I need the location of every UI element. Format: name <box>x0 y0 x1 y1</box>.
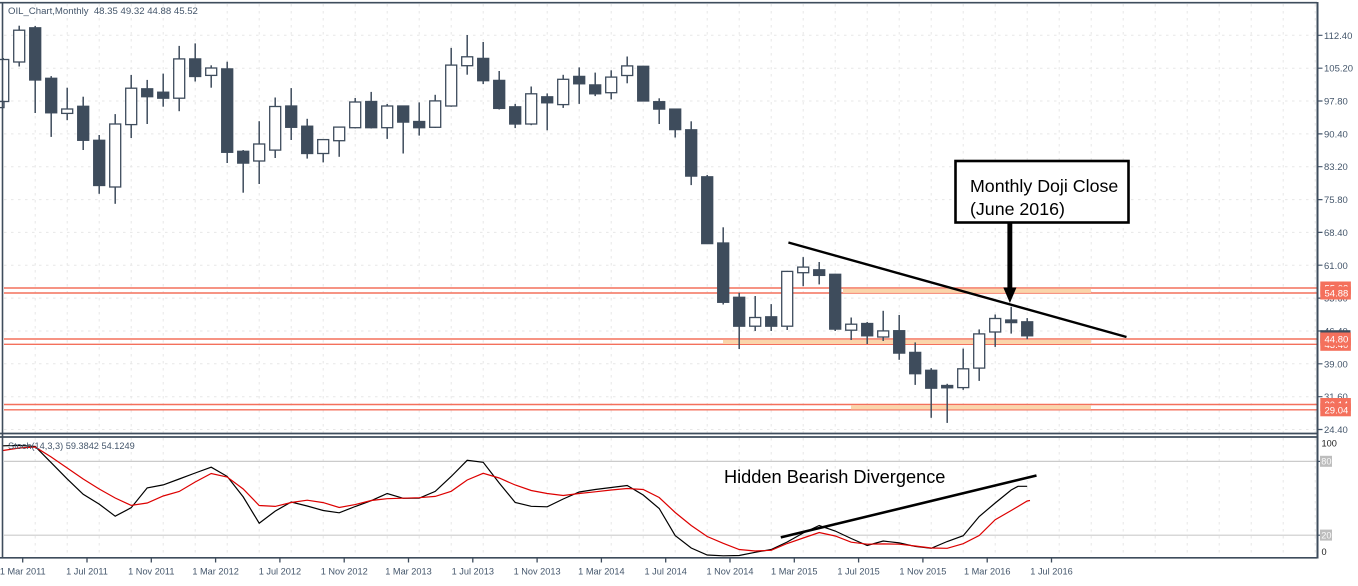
svg-text:1 Jul 2014: 1 Jul 2014 <box>644 567 686 577</box>
svg-text:1 Jul 2013: 1 Jul 2013 <box>452 567 494 577</box>
svg-text:1 Nov 2015: 1 Nov 2015 <box>899 567 946 577</box>
svg-text:1 Jul 2015: 1 Jul 2015 <box>837 567 879 577</box>
svg-text:39.00: 39.00 <box>1324 359 1348 370</box>
svg-text:1 Mar 2016: 1 Mar 2016 <box>964 567 1010 577</box>
svg-text:1 Jul 2012: 1 Jul 2012 <box>259 567 301 577</box>
svg-text:100: 100 <box>1322 439 1337 449</box>
svg-text:Stoch(14,3,3) 59.3842 54.1249: Stoch(14,3,3) 59.3842 54.1249 <box>8 441 135 451</box>
svg-text:90.40: 90.40 <box>1324 129 1348 140</box>
svg-text:1 Nov 2013: 1 Nov 2013 <box>514 567 561 577</box>
svg-text:1 Nov 2014: 1 Nov 2014 <box>707 567 754 577</box>
svg-text:OIL_Chart,Monthly 48.35 49.32: OIL_Chart,Monthly 48.35 49.32 44.88 45.5… <box>8 6 198 17</box>
svg-text:80: 80 <box>1321 457 1331 467</box>
svg-text:29.04: 29.04 <box>1325 405 1349 416</box>
svg-text:1 Jul 2011: 1 Jul 2011 <box>66 567 108 577</box>
svg-text:61.00: 61.00 <box>1324 261 1348 272</box>
svg-text:1 Mar 2011: 1 Mar 2011 <box>0 567 46 577</box>
svg-text:1 Nov 2012: 1 Nov 2012 <box>321 567 368 577</box>
svg-text:1 Mar 2014: 1 Mar 2014 <box>578 567 624 577</box>
svg-text:0: 0 <box>1322 547 1327 557</box>
svg-text:Monthly Doji Close: Monthly Doji Close <box>970 176 1118 196</box>
svg-text:24.40: 24.40 <box>1324 425 1348 436</box>
svg-text:Hidden Bearish Divergence: Hidden Bearish Divergence <box>724 467 945 487</box>
svg-text:1 Mar 2012: 1 Mar 2012 <box>192 567 238 577</box>
svg-text:1 Jul 2016: 1 Jul 2016 <box>1030 567 1072 577</box>
svg-text:20: 20 <box>1321 531 1331 541</box>
svg-text:97.80: 97.80 <box>1324 97 1348 108</box>
svg-text:105.20: 105.20 <box>1324 64 1353 75</box>
svg-text:83.20: 83.20 <box>1324 162 1348 173</box>
svg-text:54.88: 54.88 <box>1325 289 1349 300</box>
svg-text:1 Mar 2015: 1 Mar 2015 <box>771 567 817 577</box>
svg-text:1 Nov 2011: 1 Nov 2011 <box>128 567 174 577</box>
svg-text:31.60: 31.60 <box>1324 392 1348 403</box>
svg-text:68.40: 68.40 <box>1324 228 1348 239</box>
svg-text:1 Mar 2013: 1 Mar 2013 <box>385 567 431 577</box>
svg-text:75.80: 75.80 <box>1324 195 1348 206</box>
svg-text:112.40: 112.40 <box>1324 31 1352 42</box>
svg-text:44.80: 44.80 <box>1325 335 1349 346</box>
svg-text:(June 2016): (June 2016) <box>970 199 1065 219</box>
